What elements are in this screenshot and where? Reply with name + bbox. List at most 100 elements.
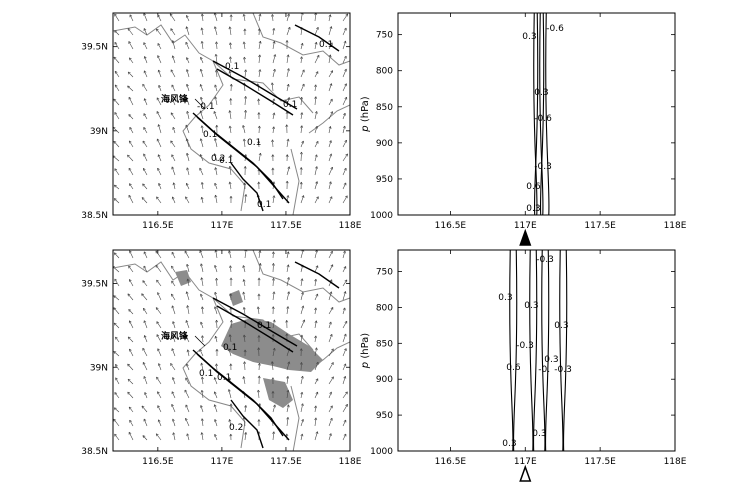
contour-label: 0.1 — [199, 369, 213, 379]
contour-line — [230, 399, 264, 449]
x-tick-label: 118E — [339, 221, 362, 231]
y-tick-label: 39N — [90, 127, 108, 137]
contour-label: -0.3 — [516, 341, 534, 351]
y-tick-label: 850 — [376, 339, 393, 349]
contour-line — [545, 13, 550, 215]
contour-line — [559, 250, 564, 451]
y-tick-label: 38.5N — [81, 211, 108, 221]
y-tick-label: 1000 — [370, 211, 393, 221]
panel-section_top: 116.5E 117E 117.5E 118E 750 800 850 900 950 1000 -… — [360, 12, 687, 246]
contour-label: 0.6 — [506, 363, 521, 373]
contour-line — [534, 13, 539, 215]
map-frame — [112, 12, 351, 216]
precipitation-shading — [229, 290, 243, 306]
contour-label: 0.2 — [211, 154, 225, 164]
y-axis-label: p (hPa) — [360, 333, 371, 369]
y-tick-label: 39.5N — [81, 43, 108, 53]
contour-line — [196, 116, 290, 204]
contour-label: 0.1 — [217, 373, 231, 383]
contour-label: 0.1 — [257, 200, 271, 210]
contour-line — [533, 13, 538, 215]
contour-line — [541, 250, 546, 451]
x-tick-label: 116.5E — [142, 457, 174, 467]
contour-line — [529, 250, 534, 451]
precipitation-shading — [221, 318, 323, 372]
contour-line — [230, 162, 264, 212]
contour-label: 0.3 — [544, 355, 558, 365]
open-triangle-marker — [519, 464, 532, 482]
y-tick-label: 38.5N — [81, 447, 108, 457]
contour-label: -0.3 — [534, 162, 552, 172]
contour-line — [212, 60, 298, 110]
contour-label: 0.3 — [526, 204, 540, 214]
section-frame — [397, 249, 676, 452]
panel-section_bottom: 116.5E 117E 117.5E 118E 750 800 850 900 950 1000 -… — [360, 249, 687, 482]
y-tick-label: 950 — [376, 411, 393, 421]
contour-line — [513, 250, 518, 451]
y-tick-label: 950 — [376, 175, 393, 185]
y-tick-label: 800 — [376, 67, 393, 77]
contour-label: 0.3 — [522, 32, 536, 42]
y-tick-label: 850 — [376, 103, 393, 113]
contour-label: 0.3 — [502, 439, 516, 449]
boundary-line — [290, 148, 300, 215]
contour-label: -0.1 — [197, 102, 215, 112]
y-tick-label: 900 — [376, 139, 393, 149]
y-tick-label: 39.5N — [81, 280, 108, 290]
contour-line — [196, 353, 290, 441]
x-tick-label: 117E — [514, 221, 537, 231]
contour-label: 0.2 — [229, 423, 243, 433]
x-tick-label: 117.5E — [270, 457, 302, 467]
x-tick-label: 117E — [210, 221, 233, 231]
contour-label: 0.3 — [534, 88, 548, 98]
x-tick-label: 117.5E — [270, 221, 302, 231]
contour-line — [294, 261, 340, 289]
contour-label: 0.6 — [526, 182, 541, 192]
contour-label: -0.3 — [554, 365, 572, 375]
contour-label: 0.1 — [225, 62, 239, 72]
y-tick-label: 900 — [376, 375, 393, 385]
contour-line — [216, 68, 294, 116]
boundary-line — [113, 24, 246, 212]
x-tick-label: 118E — [664, 457, 687, 467]
x-tick-label: 116.5E — [435, 457, 467, 467]
contour-line — [533, 250, 538, 451]
boundary-line — [252, 13, 350, 66]
section-frame — [397, 12, 676, 216]
contour-line — [563, 250, 568, 451]
x-tick-label: 117.5E — [584, 457, 616, 467]
contour-line — [212, 297, 298, 347]
x-tick-label: 118E — [339, 457, 362, 467]
y-tick-label: 750 — [376, 268, 393, 278]
x-tick-label: 118E — [664, 221, 687, 231]
x-tick-label: 116.5E — [142, 221, 174, 231]
contour-label: 0.3 — [524, 301, 538, 311]
precipitation-shading — [175, 270, 191, 286]
boundary-line — [290, 385, 300, 451]
contour-label: -0.6 — [534, 114, 552, 124]
x-tick-label: 117E — [514, 457, 537, 467]
boundary-line — [252, 250, 350, 303]
contour-label: 0.1 — [219, 156, 233, 166]
contour-line — [545, 250, 550, 451]
contour-label: 0.1 — [283, 100, 297, 110]
contour-line — [509, 250, 514, 451]
y-axis-label: p (hPa) — [360, 96, 371, 132]
contour-label: 0.3 — [498, 293, 512, 303]
contour-label: 0.1 — [257, 321, 271, 331]
y-tick-label: 1000 — [370, 447, 393, 457]
contour-label: -0.3 — [536, 255, 554, 265]
filled-triangle-marker — [519, 228, 532, 246]
contour-label: -0.6 — [546, 24, 564, 34]
place-label: 海风锋 — [161, 330, 189, 342]
contour-label: -0. — [538, 365, 550, 375]
y-tick-label: 750 — [376, 31, 393, 41]
map-frame — [112, 249, 351, 452]
place-label: 海风锋 — [161, 93, 189, 105]
x-tick-label: 116.5E — [435, 221, 467, 231]
panel-map_bottom: 116.5E 117E 117.5E 118E 38.5N 39N 39.5N 0.1 0.1 0… — [81, 249, 362, 467]
y-tick-label: 800 — [376, 303, 393, 313]
contour-line — [216, 305, 294, 353]
contour-label: 0.3 — [532, 429, 546, 439]
